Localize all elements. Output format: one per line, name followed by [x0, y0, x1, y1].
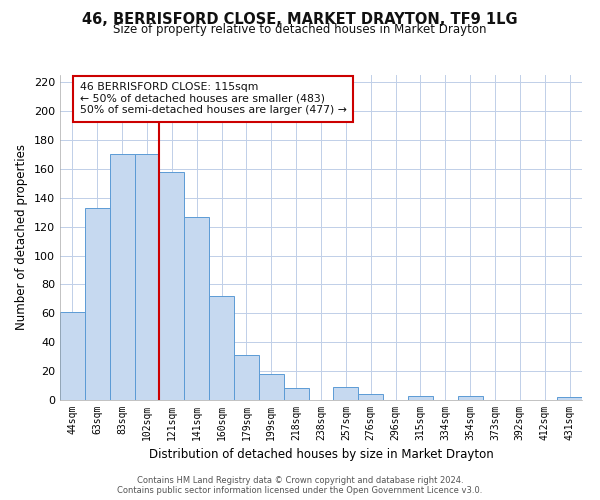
Bar: [110, 154, 134, 400]
Bar: [234, 355, 259, 400]
Y-axis label: Number of detached properties: Number of detached properties: [16, 144, 28, 330]
Bar: [458, 396, 482, 400]
Bar: [60, 312, 85, 400]
Bar: [259, 374, 284, 400]
Text: 46 BERRISFORD CLOSE: 115sqm
← 50% of detached houses are smaller (483)
50% of se: 46 BERRISFORD CLOSE: 115sqm ← 50% of det…: [80, 82, 347, 116]
Text: Contains public sector information licensed under the Open Government Licence v3: Contains public sector information licen…: [118, 486, 482, 495]
Bar: [284, 388, 308, 400]
Bar: [160, 172, 184, 400]
Bar: [184, 216, 209, 400]
Bar: [209, 296, 234, 400]
Text: Size of property relative to detached houses in Market Drayton: Size of property relative to detached ho…: [113, 22, 487, 36]
Bar: [408, 396, 433, 400]
Bar: [358, 394, 383, 400]
Bar: [85, 208, 110, 400]
Bar: [557, 397, 582, 400]
Text: 46, BERRISFORD CLOSE, MARKET DRAYTON, TF9 1LG: 46, BERRISFORD CLOSE, MARKET DRAYTON, TF…: [82, 12, 518, 28]
Bar: [334, 387, 358, 400]
X-axis label: Distribution of detached houses by size in Market Drayton: Distribution of detached houses by size …: [149, 448, 493, 462]
Text: Contains HM Land Registry data © Crown copyright and database right 2024.: Contains HM Land Registry data © Crown c…: [137, 476, 463, 485]
Bar: [134, 154, 160, 400]
